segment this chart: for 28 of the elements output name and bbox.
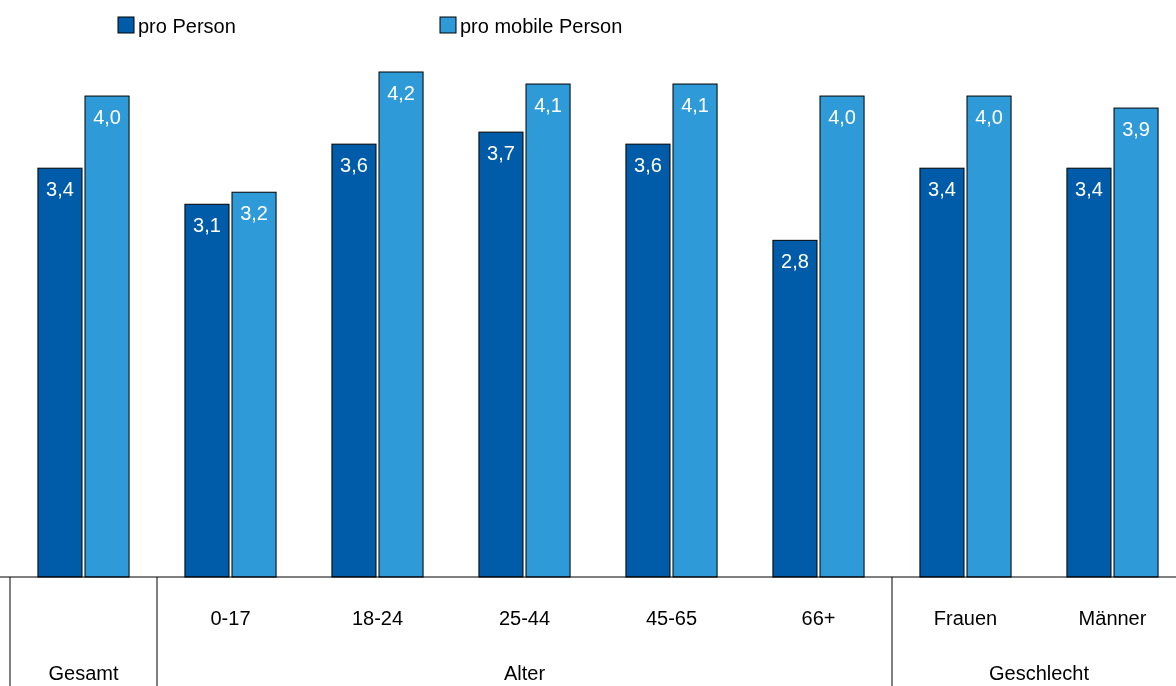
x-tick-label: 45-65 — [645, 607, 698, 629]
data-label: 2,8 — [781, 250, 809, 273]
text: Geschlecht — [988, 662, 1090, 684]
x-tick-label: Frauen — [933, 607, 998, 629]
data-label: 4,1 — [534, 94, 562, 117]
data-label: 3,6 — [634, 154, 662, 177]
data-label: 3,4 — [1075, 178, 1103, 201]
legend-label: pro mobile Person — [460, 15, 623, 37]
x-tick-label: 18-24 — [351, 607, 404, 629]
text: Gesamt — [48, 662, 119, 684]
data-label: 3,9 — [1122, 118, 1150, 141]
data-label: 4,0 — [93, 106, 121, 129]
x-tick-label: Männer — [1078, 607, 1147, 629]
x-tick-label: 25-44 — [498, 607, 551, 629]
data-label: 3,1 — [193, 214, 221, 237]
data-label: 4,0 — [975, 106, 1003, 129]
legend-label: pro Person — [138, 15, 236, 37]
x-tick-label: 0-17 — [210, 607, 251, 629]
text: Alter — [503, 662, 546, 684]
data-label: 3,2 — [240, 202, 268, 225]
data-label: 4,1 — [681, 94, 709, 117]
data-label: 3,7 — [487, 142, 515, 165]
data-label: 3,6 — [340, 154, 368, 177]
data-label: 4,2 — [387, 82, 415, 104]
data-label: 4,0 — [828, 106, 856, 129]
x-tick-label: 66+ — [801, 607, 836, 629]
data-label: 3,4 — [928, 178, 956, 201]
data-label: 3,4 — [46, 178, 74, 201]
